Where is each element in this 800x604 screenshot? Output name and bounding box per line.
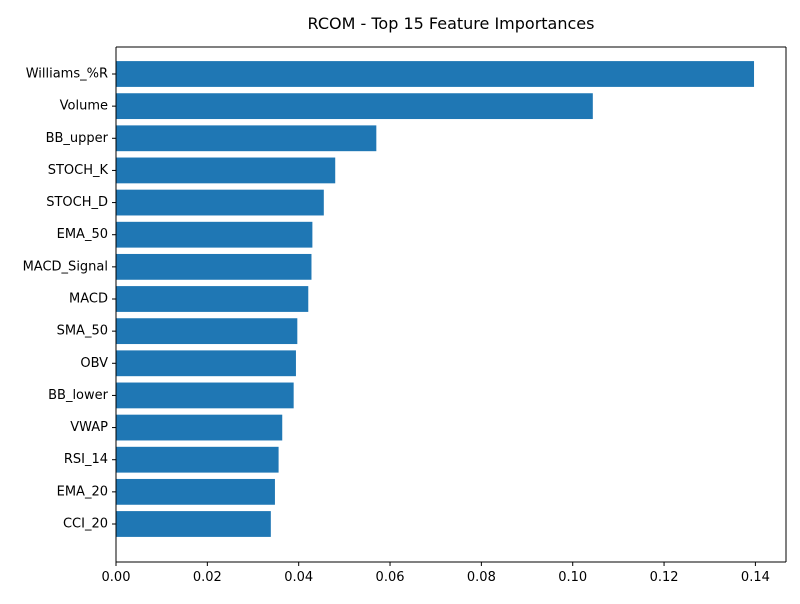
bar <box>116 189 324 216</box>
chart-title: RCOM - Top 15 Feature Importances <box>308 14 595 33</box>
axes-frame <box>115 46 787 563</box>
x-tick-label: 0.08 <box>467 570 496 585</box>
bar <box>116 382 294 409</box>
bar <box>116 414 283 441</box>
x-tick-label: 0.02 <box>193 570 222 585</box>
y-tick-label: STOCH_K <box>48 163 109 178</box>
x-tick-label: 0.10 <box>558 570 587 585</box>
x-axis-ticks: 0.00 0.02 0.04 0.06 0.08 0.10 0.12 0.14 <box>102 562 770 585</box>
bar <box>116 125 377 152</box>
x-tick-label: 0.04 <box>284 570 313 585</box>
bar <box>116 318 298 345</box>
y-tick-label: MACD <box>69 292 108 307</box>
y-tick-label: BB_upper <box>46 131 109 146</box>
bars-layer <box>116 61 755 537</box>
y-tick-label: EMA_20 <box>57 484 108 499</box>
bar <box>116 93 593 120</box>
x-tick-label: 0.06 <box>376 570 405 585</box>
bar <box>116 221 313 248</box>
y-tick-label: Volume <box>60 99 108 114</box>
y-tick-label: Williams_%R <box>26 67 108 82</box>
bar <box>116 61 755 87</box>
y-tick-label: OBV <box>80 356 108 371</box>
y-axis-ticks: Williams_%R Volume BB_upper STOCH_K STOCH_D E… <box>23 67 116 532</box>
y-tick-label: STOCH_D <box>46 195 108 210</box>
y-tick-label: MACD_Signal <box>23 259 108 274</box>
x-tick-label: 0.12 <box>650 570 679 585</box>
bar <box>116 157 336 184</box>
y-tick-label: EMA_50 <box>57 227 108 242</box>
y-tick-label: RSI_14 <box>64 452 108 467</box>
y-tick-label: VWAP <box>70 420 108 435</box>
y-tick-label: SMA_50 <box>57 324 108 339</box>
bar <box>116 286 309 312</box>
bar <box>116 511 271 537</box>
bar <box>116 253 312 280</box>
bar <box>116 478 275 505</box>
x-tick-label: 0.00 <box>102 570 131 585</box>
y-tick-label: BB_lower <box>48 388 109 403</box>
bar <box>116 350 296 377</box>
x-tick-label: 0.14 <box>741 570 770 585</box>
y-tick-label: CCI_20 <box>63 517 108 532</box>
bar <box>116 446 279 473</box>
